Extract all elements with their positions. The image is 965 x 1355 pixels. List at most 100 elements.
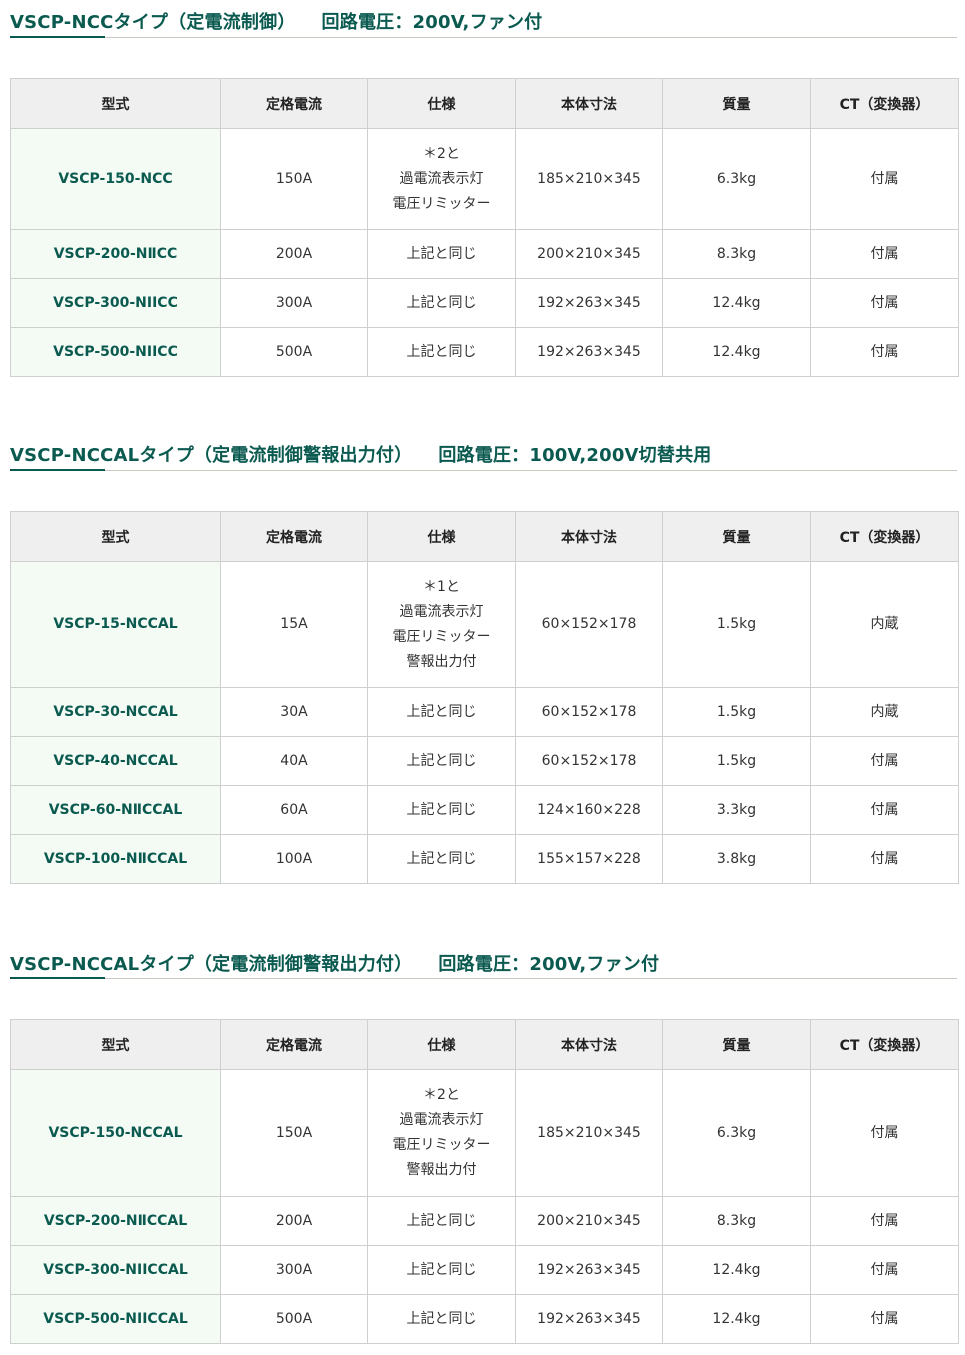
section-heading: VSCP-NCCALタイプ（定電流制御警報出力付） 回路電圧：200V,ファン付 bbox=[10, 950, 659, 976]
mass-cell: 8.3kg bbox=[662, 229, 811, 279]
column-header: 質量 bbox=[662, 78, 811, 129]
spec-table: 型式 定格電流 仕様 本体寸法 質量 CT（変換器） VSCP-15-NCCAL 15A ＊1と… bbox=[10, 511, 959, 884]
column-header: 型式 bbox=[10, 511, 221, 562]
rated-current-cell: 200A bbox=[220, 229, 368, 279]
spec-line: 上記と同じ bbox=[406, 1212, 477, 1229]
spec-cell: 上記と同じ bbox=[367, 736, 516, 786]
spec-line: 警報出力付 bbox=[406, 1162, 477, 1178]
rated-current-cell: 150A bbox=[220, 1069, 368, 1197]
spec-line: 上記と同じ bbox=[406, 703, 477, 720]
table-row: VSCP-500-NIICC 500A 上記と同じ 192×263×345 12.4kg… bbox=[10, 327, 959, 377]
section-voltage: 回路電圧：200V,ファン付 bbox=[321, 12, 543, 33]
ct-cell: 付属 bbox=[810, 1069, 959, 1197]
spec-cell: ＊2と過電流表示灯 電圧リミッター 警報出力付 bbox=[367, 1069, 516, 1197]
column-header: 本体寸法 bbox=[515, 78, 663, 129]
column-header: 仕様 bbox=[367, 78, 516, 129]
spec-table: 型式 定格電流 仕様 本体寸法 質量 CT（変換器） VSCP-150-NCCAL 150A ＊… bbox=[10, 1019, 959, 1344]
spec-line: 電圧リミッター bbox=[392, 1137, 491, 1153]
rated-current-cell: 100A bbox=[220, 834, 368, 884]
spec-line: 電圧リミッター bbox=[392, 195, 491, 212]
rated-current-cell: 30A bbox=[220, 687, 368, 737]
rated-current-cell: 200A bbox=[220, 1196, 368, 1246]
model-cell: VSCP-60-NⅡCCAL bbox=[10, 785, 221, 835]
section-heading: VSCP-NCCALタイプ（定電流制御警報出力付） 回路電圧：100V,200V切… bbox=[10, 441, 711, 467]
table-row: VSCP-60-NⅡCCAL 60A 上記と同じ 124×160×228 3.3kg 付属 bbox=[10, 785, 959, 835]
model-cell: VSCP-500-NIICC bbox=[10, 327, 221, 377]
spec-cell: ＊1と 過電流表示灯 電圧リミッター 警報出力付 bbox=[367, 561, 516, 688]
spec-cell: 上記と同じ bbox=[367, 278, 516, 328]
spec-line: ＊1と bbox=[423, 578, 460, 595]
heading-underline bbox=[10, 36, 957, 38]
spec-line: ＊2と bbox=[423, 145, 460, 162]
ct-cell: 内蔵 bbox=[810, 561, 959, 688]
column-header: 定格電流 bbox=[220, 78, 368, 129]
column-header: CT（変換器） bbox=[810, 511, 959, 562]
ct-cell: 付属 bbox=[810, 1196, 959, 1246]
model-cell: VSCP-200-NⅡCCAL bbox=[10, 1196, 221, 1246]
column-header: 質量 bbox=[662, 511, 811, 562]
mass-cell: 12.4kg bbox=[662, 278, 811, 328]
mass-cell: 6.3kg bbox=[662, 128, 811, 230]
heading-underline bbox=[10, 469, 957, 471]
spec-line: 過電流表示灯 bbox=[399, 603, 484, 620]
spec-cell: 上記と同じ bbox=[367, 834, 516, 884]
column-header: 型式 bbox=[10, 78, 221, 129]
column-header: CT（変換器） bbox=[810, 1019, 959, 1070]
section-title: VSCP-NCCALタイプ（定電流制御警報出力付） bbox=[10, 445, 413, 466]
rated-current-cell: 500A bbox=[220, 1294, 368, 1344]
ct-cell: 付属 bbox=[810, 834, 959, 884]
spec-cell: 上記と同じ bbox=[367, 687, 516, 737]
table-row: VSCP-300-NIICCAL 300A 上記と同じ 192×263×345 12.4… bbox=[10, 1245, 959, 1295]
dimensions-cell: 185×210×345 bbox=[515, 1069, 663, 1197]
mass-cell: 6.3kg bbox=[662, 1069, 811, 1197]
dimensions-cell: 60×152×178 bbox=[515, 736, 663, 786]
spec-cell: 上記と同じ bbox=[367, 785, 516, 835]
ct-cell: 内蔵 bbox=[810, 687, 959, 737]
spec-line: ＊2と bbox=[423, 1087, 460, 1103]
rated-current-cell: 60A bbox=[220, 785, 368, 835]
rated-current-cell: 500A bbox=[220, 327, 368, 377]
column-header: 定格電流 bbox=[220, 511, 368, 562]
table-header-row: 型式 定格電流 仕様 本体寸法 質量 CT（変換器） bbox=[10, 1019, 959, 1070]
model-cell: VSCP-100-NⅡCCAL bbox=[10, 834, 221, 884]
table-row: VSCP-150-NCCAL 150A ＊2と 過電流表示灯 電圧リミッター 警報出力付 1… bbox=[10, 1069, 959, 1197]
column-header: 本体寸法 bbox=[515, 511, 663, 562]
model-cell: VSCP-300-NIICCAL bbox=[10, 1245, 221, 1295]
section-title: VSCP-NCCALタイプ（定電流制御警報出力付） bbox=[10, 954, 413, 975]
model-cell: VSCP-150-NCCAL bbox=[10, 1069, 221, 1197]
table-row: VSCP-200-NⅡCC 200A 上記と同じ 200×210×345 8.3kg 付属 bbox=[10, 229, 959, 279]
dimensions-cell: 185×210×345 bbox=[515, 128, 663, 230]
rated-current-cell: 300A bbox=[220, 1245, 368, 1295]
spec-line: 過電流表示灯 bbox=[399, 1112, 484, 1128]
column-header: 仕様 bbox=[367, 1019, 516, 1070]
heading-underline-accent bbox=[10, 977, 105, 979]
dimensions-cell: 192×263×345 bbox=[515, 1245, 663, 1295]
column-header: 質量 bbox=[662, 1019, 811, 1070]
dimensions-cell: 60×152×178 bbox=[515, 561, 663, 688]
column-header: 仕様 bbox=[367, 511, 516, 562]
table-row: VSCP-500-NIICCAL 500A 上記と同じ 192×263×345 12.4… bbox=[10, 1294, 959, 1344]
dimensions-cell: 155×157×228 bbox=[515, 834, 663, 884]
spec-cell: 上記と同じ bbox=[367, 1245, 516, 1295]
rated-current-cell: 15A bbox=[220, 561, 368, 688]
heading-underline-accent bbox=[10, 36, 105, 38]
spec-line: 上記と同じ bbox=[406, 294, 477, 311]
ct-cell: 付属 bbox=[810, 785, 959, 835]
table-header-row: 型式 定格電流 仕様 本体寸法 質量 CT（変換器） bbox=[10, 511, 959, 562]
heading-underline-accent bbox=[10, 469, 105, 471]
spec-cell: ＊2と 過電流表示灯 電圧リミッター bbox=[367, 128, 516, 230]
model-cell: VSCP-15-NCCAL bbox=[10, 561, 221, 688]
mass-cell: 1.5kg bbox=[662, 561, 811, 688]
ct-cell: 付属 bbox=[810, 128, 959, 230]
heading-underline bbox=[10, 977, 957, 979]
column-header: 本体寸法 bbox=[515, 1019, 663, 1070]
table-row: VSCP-300-NIICC 300A 上記と同じ 192×263×345 12.4kg… bbox=[10, 278, 959, 328]
table-header-row: 型式 定格電流 仕様 本体寸法 質量 CT（変換器） bbox=[10, 78, 959, 129]
model-cell: VSCP-300-NIICC bbox=[10, 278, 221, 328]
section-title: VSCP-NCCタイプ（定電流制御） bbox=[10, 12, 296, 33]
table-row: VSCP-15-NCCAL 15A ＊1と 過電流表示灯 電圧リミッター 警報出力付 60×… bbox=[10, 561, 959, 688]
column-header: CT（変換器） bbox=[810, 78, 959, 129]
ct-cell: 付属 bbox=[810, 327, 959, 377]
spec-line: 上記と同じ bbox=[406, 343, 477, 360]
model-cell: VSCP-200-NⅡCC bbox=[10, 229, 221, 279]
